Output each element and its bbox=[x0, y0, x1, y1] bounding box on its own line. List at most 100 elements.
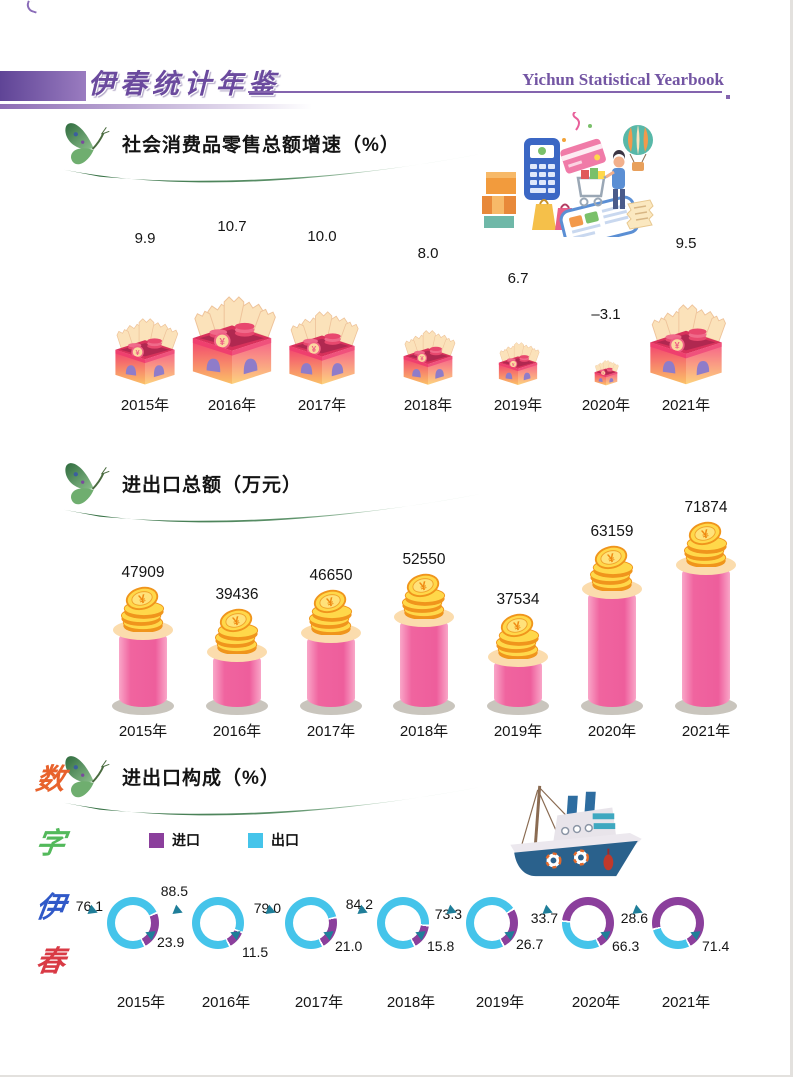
growth-value-2021年: 9.5 bbox=[675, 235, 697, 252]
coin-stack-icon bbox=[582, 545, 642, 591]
trade-value-2021年: 71874 bbox=[684, 499, 728, 516]
giftbox-icon-2021年 bbox=[638, 304, 734, 386]
year-label: 2019年 bbox=[493, 723, 543, 740]
export-share-value: 88.5 bbox=[160, 883, 188, 899]
legend-import-label: 进口 bbox=[172, 832, 200, 848]
growth-value-2020年: –3.1 bbox=[591, 306, 621, 323]
year-label: 2015年 bbox=[120, 397, 170, 414]
bar-2020年 bbox=[588, 589, 636, 707]
giftbox-icon-2016年 bbox=[179, 296, 285, 386]
year-label: 2021年 bbox=[681, 723, 731, 740]
coin-stack-icon bbox=[207, 608, 267, 654]
export-share-value: 84.2 bbox=[345, 896, 373, 912]
giftbox-icon-2015年 bbox=[105, 318, 185, 386]
year-label: 2019年 bbox=[493, 397, 543, 414]
donut-hole bbox=[293, 905, 329, 941]
legend-export-swatch bbox=[248, 832, 263, 848]
export-share-value: 76.1 bbox=[75, 898, 103, 914]
header-rule bbox=[248, 91, 722, 93]
trade-value-2015年: 47909 bbox=[121, 564, 165, 581]
donut-2017年 bbox=[285, 897, 337, 949]
page-title-en: Yichun Statistical Yearbook bbox=[522, 70, 724, 89]
donut-2020年 bbox=[562, 897, 614, 949]
side-char-1: 数 bbox=[33, 764, 68, 796]
import-share-value: 21.0 bbox=[335, 938, 363, 954]
growth-value-2016年: 10.7 bbox=[217, 218, 247, 235]
side-char-2: 字 bbox=[33, 828, 68, 860]
coin-stack-icon bbox=[394, 573, 454, 619]
year-label: 2020年 bbox=[587, 723, 637, 740]
donut-hole bbox=[660, 905, 696, 941]
giftbox-icon-2018年 bbox=[395, 330, 461, 386]
header-rule-dot bbox=[726, 95, 730, 99]
coin-stack-icon bbox=[113, 586, 173, 632]
export-share-value: 79.0 bbox=[253, 900, 281, 916]
year-label: 2016年 bbox=[207, 397, 257, 414]
donut-hole bbox=[200, 905, 236, 941]
trade-value-2019年: 37534 bbox=[496, 591, 540, 608]
donut-2019年 bbox=[466, 897, 518, 949]
page-title-cn: 伊春统计年鉴 bbox=[88, 69, 280, 99]
year-label: 2018年 bbox=[386, 994, 436, 1011]
coin-stack-icon bbox=[676, 521, 736, 567]
scan-corner-mark bbox=[24, 0, 40, 14]
year-label: 2021年 bbox=[661, 994, 711, 1011]
giftbox-icon-2017年 bbox=[278, 311, 366, 386]
bar-2017年 bbox=[307, 633, 355, 707]
year-label: 2021年 bbox=[661, 397, 711, 414]
year-label: 2019年 bbox=[475, 994, 525, 1011]
export-arrow-icon bbox=[172, 904, 185, 918]
header-purple-stripe bbox=[0, 104, 312, 109]
donut-hole bbox=[570, 905, 606, 941]
ship-illustration bbox=[510, 785, 646, 877]
section3-title: 进出口构成（%） bbox=[122, 768, 280, 789]
year-label: 2018年 bbox=[399, 723, 449, 740]
export-arrow-icon bbox=[87, 904, 100, 918]
bar-2015年 bbox=[119, 630, 167, 707]
chart3-legend: 进口 出口 bbox=[149, 830, 299, 850]
trade-value-2018年: 52550 bbox=[402, 551, 446, 568]
year-label: 2016年 bbox=[201, 994, 251, 1011]
giftbox-icon-2019年 bbox=[492, 342, 544, 386]
import-share-value: 11.5 bbox=[242, 944, 269, 960]
year-label: 2017年 bbox=[297, 397, 347, 414]
donut-2018年 bbox=[377, 897, 429, 949]
import-share-value: 71.4 bbox=[702, 938, 730, 954]
year-label: 2020年 bbox=[581, 397, 631, 414]
growth-value-2019年: 6.7 bbox=[507, 270, 529, 287]
growth-value-2018年: 8.0 bbox=[417, 245, 439, 262]
year-label: 2020年 bbox=[571, 994, 621, 1011]
year-label: 2015年 bbox=[116, 994, 166, 1011]
growth-value-2015年: 9.9 bbox=[134, 230, 156, 247]
legend-export-label: 出口 bbox=[271, 832, 299, 848]
side-char-4: 春 bbox=[33, 946, 68, 978]
giftbox-icon-2020年 bbox=[591, 360, 621, 386]
coin-stack-icon bbox=[488, 613, 548, 659]
year-label: 2018年 bbox=[403, 397, 453, 414]
trade-value-2020年: 63159 bbox=[590, 523, 634, 540]
export-arrow-icon bbox=[357, 904, 370, 918]
bar-2018年 bbox=[400, 617, 448, 707]
import-share-value: 23.9 bbox=[157, 934, 185, 950]
year-label: 2017年 bbox=[294, 994, 344, 1011]
section1-title: 社会消费品零售总额增速（%） bbox=[122, 135, 400, 156]
donut-2015年 bbox=[107, 897, 159, 949]
bar-2021年 bbox=[682, 565, 730, 707]
legend-import-swatch bbox=[149, 832, 164, 848]
import-share-value: 15.8 bbox=[427, 938, 455, 954]
coin-stack-icon bbox=[301, 589, 361, 635]
trade-value-2016年: 39436 bbox=[215, 586, 259, 603]
year-label: 2015年 bbox=[118, 723, 168, 740]
donut-2016年 bbox=[192, 897, 244, 949]
growth-value-2017年: 10.0 bbox=[307, 228, 337, 245]
export-share-value: 73.3 bbox=[434, 906, 462, 922]
donut-hole bbox=[385, 905, 421, 941]
import-share-value: 26.7 bbox=[516, 936, 544, 952]
export-share-value: 28.6 bbox=[620, 910, 648, 926]
year-label: 2016年 bbox=[212, 723, 262, 740]
export-share-value: 33.7 bbox=[530, 910, 558, 926]
trade-value-2017年: 46650 bbox=[309, 567, 353, 584]
section2-title: 进出口总额（万元） bbox=[122, 475, 303, 496]
header-purple-bar bbox=[0, 71, 86, 101]
